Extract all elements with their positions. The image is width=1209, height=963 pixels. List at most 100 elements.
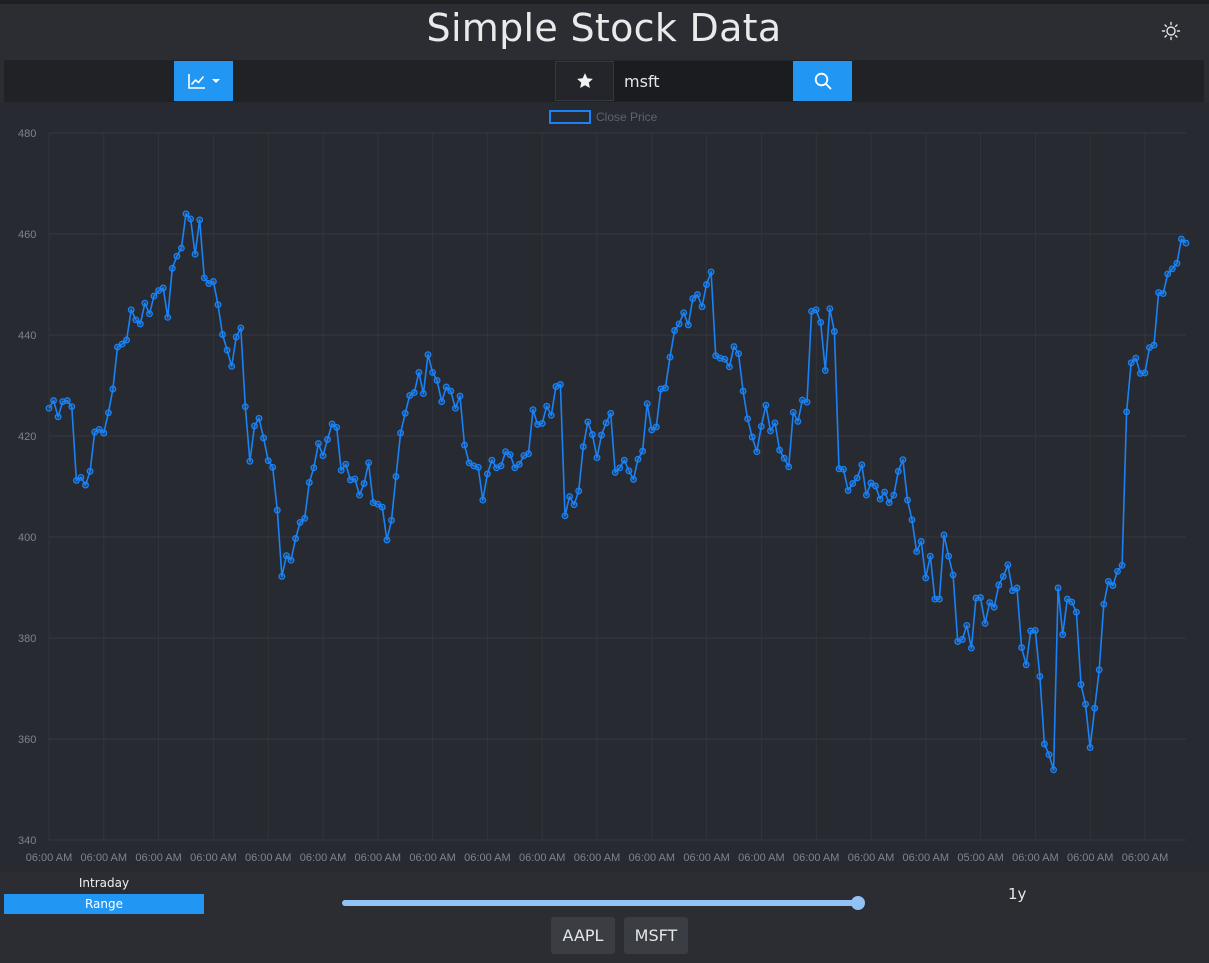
data-point bbox=[72, 476, 80, 484]
data-point bbox=[456, 392, 464, 400]
data-point bbox=[529, 406, 537, 414]
data-point bbox=[917, 538, 925, 545]
data-point bbox=[926, 552, 934, 560]
data-point bbox=[703, 281, 710, 288]
data-point bbox=[584, 418, 592, 426]
sun-icon bbox=[1161, 21, 1181, 41]
data-point bbox=[1150, 341, 1158, 349]
data-point bbox=[77, 473, 85, 481]
data-point bbox=[1013, 584, 1021, 592]
data-point bbox=[164, 313, 172, 321]
data-point bbox=[1004, 561, 1012, 569]
data-point bbox=[123, 336, 131, 344]
data-point bbox=[109, 385, 117, 393]
data-point bbox=[54, 413, 62, 421]
data-point bbox=[305, 479, 313, 486]
x-tick-label: 06:00 AM bbox=[793, 852, 839, 864]
data-point bbox=[301, 514, 309, 522]
data-point bbox=[830, 328, 838, 335]
data-point bbox=[849, 480, 857, 487]
x-tick-label: 06:00 AM bbox=[1012, 852, 1058, 864]
data-point bbox=[598, 431, 605, 439]
data-point bbox=[789, 408, 797, 416]
data-point bbox=[675, 320, 683, 328]
data-point bbox=[1109, 582, 1117, 589]
data-point bbox=[826, 305, 834, 313]
data-point bbox=[904, 496, 911, 504]
range-slider-thumb[interactable] bbox=[851, 896, 865, 910]
data-point bbox=[1095, 666, 1103, 674]
data-point bbox=[556, 381, 564, 388]
data-point bbox=[351, 475, 359, 483]
x-tick-label: 06:00 AM bbox=[519, 852, 565, 864]
data-point bbox=[1141, 369, 1149, 377]
ticker-button-aapl[interactable]: AAPL bbox=[551, 917, 615, 954]
data-point bbox=[310, 464, 318, 472]
ticker-button-msft[interactable]: MSFT bbox=[624, 917, 688, 954]
data-point bbox=[643, 400, 651, 408]
favorite-button[interactable] bbox=[555, 61, 614, 101]
data-point bbox=[168, 264, 176, 272]
data-point bbox=[616, 464, 624, 472]
data-point bbox=[630, 475, 637, 483]
data-point bbox=[949, 571, 957, 579]
data-point bbox=[767, 427, 774, 435]
data-point bbox=[780, 454, 788, 462]
data-point bbox=[803, 398, 811, 406]
data-point bbox=[433, 376, 441, 384]
data-point bbox=[442, 383, 450, 391]
range-value: 1y bbox=[1008, 885, 1027, 903]
chart-type-dropdown-button[interactable] bbox=[174, 61, 233, 101]
data-point bbox=[625, 467, 633, 475]
data-point bbox=[739, 387, 747, 395]
data-point bbox=[661, 384, 669, 392]
data-point bbox=[219, 331, 226, 338]
data-point bbox=[479, 496, 487, 504]
data-point bbox=[328, 420, 336, 428]
data-point bbox=[447, 387, 455, 395]
data-point bbox=[945, 552, 953, 560]
data-point bbox=[287, 556, 295, 564]
data-point bbox=[981, 619, 989, 627]
data-point bbox=[246, 457, 254, 465]
y-tick-label: 480 bbox=[18, 128, 36, 140]
data-point bbox=[415, 368, 423, 376]
range-button[interactable]: Range bbox=[4, 894, 204, 914]
data-point bbox=[360, 480, 368, 487]
x-tick-label: 06:00 AM bbox=[355, 852, 401, 864]
data-point bbox=[634, 455, 642, 463]
data-point bbox=[1031, 626, 1039, 634]
x-tick-label: 06:00 AM bbox=[1122, 852, 1168, 864]
data-point bbox=[744, 415, 752, 423]
data-point bbox=[1040, 740, 1048, 748]
data-point bbox=[913, 548, 921, 556]
data-point bbox=[228, 362, 236, 370]
y-tick-label: 340 bbox=[18, 835, 36, 847]
data-point bbox=[146, 310, 153, 318]
data-point bbox=[292, 535, 300, 542]
data-point bbox=[1086, 744, 1094, 752]
data-point bbox=[721, 355, 729, 363]
data-point bbox=[639, 447, 647, 455]
data-point bbox=[1077, 681, 1085, 688]
data-point bbox=[401, 409, 409, 417]
range-slider-track[interactable] bbox=[342, 900, 860, 906]
data-point bbox=[241, 403, 249, 411]
theme-toggle-button[interactable] bbox=[1158, 18, 1184, 44]
search-button[interactable] bbox=[793, 61, 852, 101]
data-point bbox=[561, 512, 569, 520]
data-point bbox=[547, 411, 555, 419]
x-tick-label: 06:00 AM bbox=[574, 852, 620, 864]
x-tick-label: 06:00 AM bbox=[135, 852, 181, 864]
data-point bbox=[776, 446, 784, 454]
top-border bbox=[0, 0, 1209, 4]
ticker-search-input[interactable] bbox=[614, 61, 793, 101]
data-point bbox=[894, 467, 902, 475]
data-point bbox=[858, 461, 866, 469]
toolbar bbox=[4, 61, 1204, 102]
data-point bbox=[196, 216, 204, 224]
intraday-label[interactable]: Intraday bbox=[78, 876, 130, 890]
data-point bbox=[940, 531, 948, 539]
data-point bbox=[753, 448, 761, 456]
data-point bbox=[319, 452, 327, 460]
